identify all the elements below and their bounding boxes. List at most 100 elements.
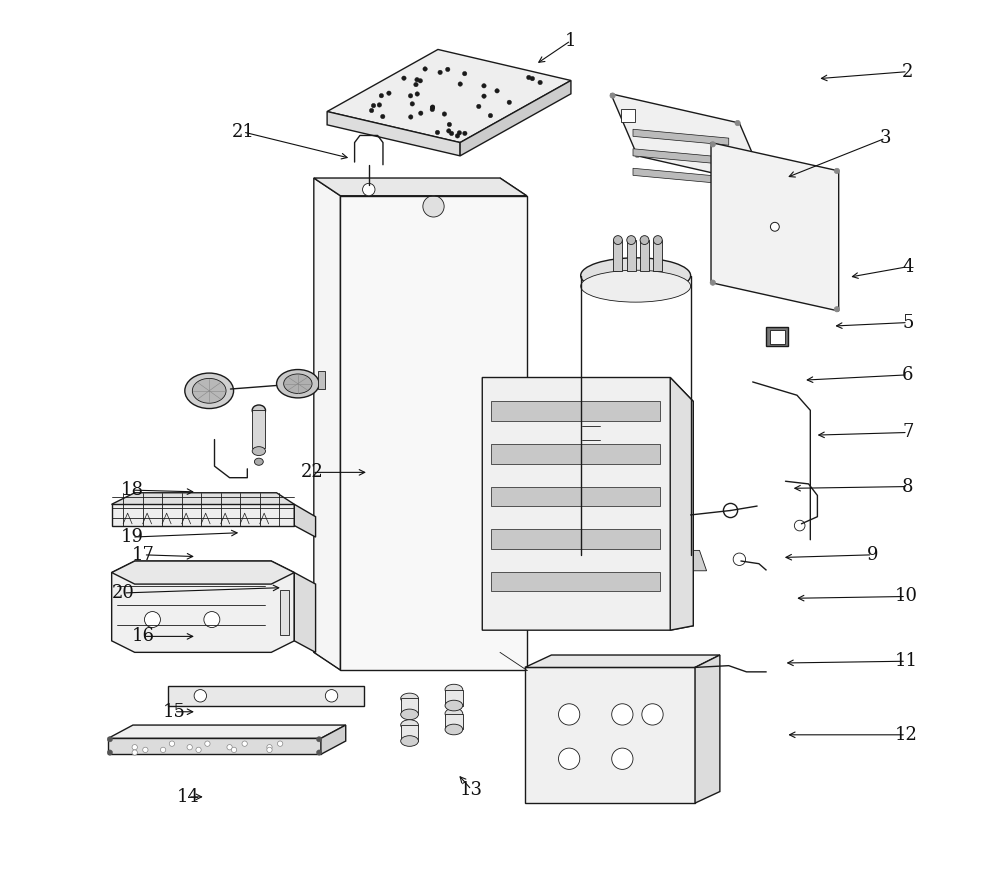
Circle shape: [770, 222, 779, 231]
Circle shape: [507, 100, 511, 105]
Circle shape: [449, 131, 454, 136]
Text: 3: 3: [880, 129, 891, 147]
Polygon shape: [445, 690, 463, 706]
Polygon shape: [294, 504, 316, 537]
Circle shape: [169, 741, 175, 746]
Polygon shape: [491, 487, 660, 506]
Bar: [627, 240, 636, 271]
Circle shape: [733, 553, 746, 566]
Circle shape: [455, 134, 460, 139]
Text: 5: 5: [902, 313, 914, 331]
Circle shape: [418, 78, 423, 83]
Bar: [613, 240, 622, 271]
Polygon shape: [491, 529, 660, 549]
Text: 15: 15: [162, 702, 185, 721]
Polygon shape: [294, 573, 316, 653]
Circle shape: [482, 94, 486, 99]
Circle shape: [316, 736, 322, 741]
Circle shape: [387, 91, 391, 95]
Circle shape: [447, 129, 451, 133]
Circle shape: [621, 498, 628, 505]
Circle shape: [227, 744, 232, 749]
Bar: [640, 240, 649, 271]
Polygon shape: [695, 655, 720, 803]
Circle shape: [132, 744, 137, 749]
Ellipse shape: [445, 725, 463, 734]
Ellipse shape: [445, 701, 463, 711]
Circle shape: [107, 736, 113, 741]
Circle shape: [415, 77, 419, 82]
Polygon shape: [108, 738, 321, 754]
Circle shape: [430, 106, 435, 110]
Ellipse shape: [277, 369, 319, 398]
Text: 6: 6: [902, 366, 914, 384]
Polygon shape: [711, 143, 839, 311]
Circle shape: [316, 749, 322, 755]
Text: 20: 20: [112, 584, 135, 602]
Polygon shape: [314, 178, 527, 195]
Text: 9: 9: [867, 546, 878, 564]
Circle shape: [457, 131, 462, 135]
Circle shape: [204, 612, 220, 628]
Circle shape: [538, 80, 542, 84]
Circle shape: [267, 744, 272, 749]
Circle shape: [458, 82, 462, 86]
Circle shape: [430, 107, 434, 112]
Circle shape: [143, 747, 148, 752]
Ellipse shape: [252, 405, 265, 416]
Polygon shape: [340, 195, 527, 670]
Polygon shape: [670, 377, 693, 630]
Bar: [318, 371, 325, 389]
Circle shape: [419, 111, 423, 115]
Circle shape: [447, 123, 452, 127]
Circle shape: [363, 183, 375, 195]
Circle shape: [559, 704, 580, 725]
Circle shape: [834, 306, 840, 312]
Polygon shape: [482, 377, 693, 630]
Polygon shape: [321, 725, 346, 754]
Text: 11: 11: [895, 652, 918, 670]
Ellipse shape: [401, 735, 418, 746]
Circle shape: [610, 93, 615, 99]
Circle shape: [267, 747, 272, 752]
Circle shape: [402, 76, 406, 81]
Ellipse shape: [192, 378, 226, 403]
Circle shape: [408, 93, 413, 98]
Ellipse shape: [401, 710, 418, 720]
Polygon shape: [565, 551, 707, 571]
Circle shape: [834, 168, 840, 173]
Polygon shape: [327, 50, 571, 143]
Bar: [280, 591, 289, 635]
Circle shape: [205, 741, 210, 746]
Circle shape: [415, 91, 419, 96]
Text: 13: 13: [460, 781, 483, 799]
Circle shape: [107, 749, 113, 755]
Text: 4: 4: [902, 258, 914, 275]
Circle shape: [414, 83, 418, 87]
Circle shape: [735, 121, 740, 126]
Circle shape: [379, 93, 384, 98]
Ellipse shape: [581, 270, 691, 302]
Text: 12: 12: [895, 725, 918, 744]
Ellipse shape: [445, 709, 463, 719]
Circle shape: [187, 744, 192, 749]
Circle shape: [277, 741, 283, 746]
Polygon shape: [633, 130, 729, 146]
Polygon shape: [611, 94, 766, 185]
Circle shape: [410, 101, 415, 106]
Polygon shape: [108, 725, 346, 738]
Text: 2: 2: [902, 63, 914, 81]
Circle shape: [160, 747, 166, 752]
Ellipse shape: [252, 447, 265, 456]
Circle shape: [423, 67, 427, 71]
Ellipse shape: [613, 491, 649, 521]
Circle shape: [435, 131, 440, 135]
Circle shape: [612, 704, 633, 725]
Polygon shape: [491, 444, 660, 464]
Ellipse shape: [581, 538, 691, 572]
Circle shape: [194, 690, 207, 702]
Circle shape: [477, 104, 481, 108]
Polygon shape: [401, 699, 418, 715]
Circle shape: [710, 142, 715, 147]
Circle shape: [794, 520, 805, 531]
